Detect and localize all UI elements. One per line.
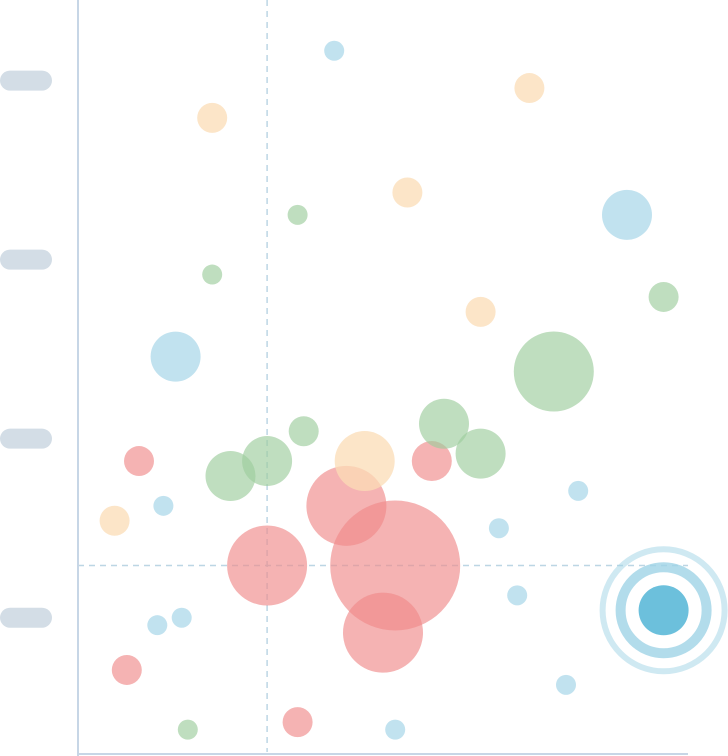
highlight-ring-outer xyxy=(599,546,728,675)
bubbles xyxy=(99,40,679,740)
series-orange xyxy=(99,73,545,536)
bubble-green-6 xyxy=(455,428,506,479)
bubble-blue-8 xyxy=(171,607,192,628)
highlight-bubble xyxy=(638,585,689,636)
series-red xyxy=(111,441,461,738)
bubble-red-4 xyxy=(343,592,423,673)
bubble-blue-1 xyxy=(602,189,652,240)
bubble-blue-4 xyxy=(153,495,174,516)
bubble-red-6 xyxy=(111,654,142,685)
series-green xyxy=(177,204,679,740)
bubble-orange-1 xyxy=(197,102,228,133)
bubble-blue-3 xyxy=(568,480,589,501)
bubble-green-1 xyxy=(202,264,223,285)
bubble-red-5 xyxy=(411,441,452,482)
bubble-blue-10 xyxy=(385,719,406,740)
bubble-green-5 xyxy=(419,398,469,449)
bubble-blue-2 xyxy=(150,331,201,382)
bubble-red-7 xyxy=(282,707,313,738)
reference-lines xyxy=(78,0,688,752)
bubble-red-1 xyxy=(227,525,308,606)
bubble-orange-0 xyxy=(514,73,545,104)
bubble-orange-4 xyxy=(334,431,395,492)
bubble-blue-9 xyxy=(556,674,576,695)
y-tick-label-2 xyxy=(0,249,52,270)
bubble-red-3 xyxy=(330,500,461,631)
bubble-orange-3 xyxy=(465,296,496,327)
series-blue xyxy=(147,40,652,740)
highlighted-point[interactable] xyxy=(599,546,728,675)
bubble-green-2 xyxy=(648,281,679,312)
bubble-blue-6 xyxy=(507,585,528,606)
bubble-green-8 xyxy=(242,436,293,487)
y-tick-label-1 xyxy=(0,428,52,449)
bubble-green-9 xyxy=(177,719,198,740)
bubble-green-4 xyxy=(288,416,319,447)
bubble-red-0 xyxy=(124,446,154,477)
y-tick-label-0 xyxy=(0,607,52,628)
bubble-blue-7 xyxy=(147,615,168,636)
y-tick-label-3 xyxy=(0,70,52,91)
bubble-blue-5 xyxy=(488,518,509,539)
bubble-blue-0 xyxy=(324,40,345,61)
highlight-ring-inner xyxy=(615,562,712,659)
bubble-orange-2 xyxy=(392,177,423,208)
bubble-green-3 xyxy=(513,331,594,412)
axes xyxy=(77,0,688,756)
y-axis-tick-labels xyxy=(0,70,52,628)
bubble-green-0 xyxy=(287,204,308,225)
bubble-orange-5 xyxy=(99,505,130,536)
